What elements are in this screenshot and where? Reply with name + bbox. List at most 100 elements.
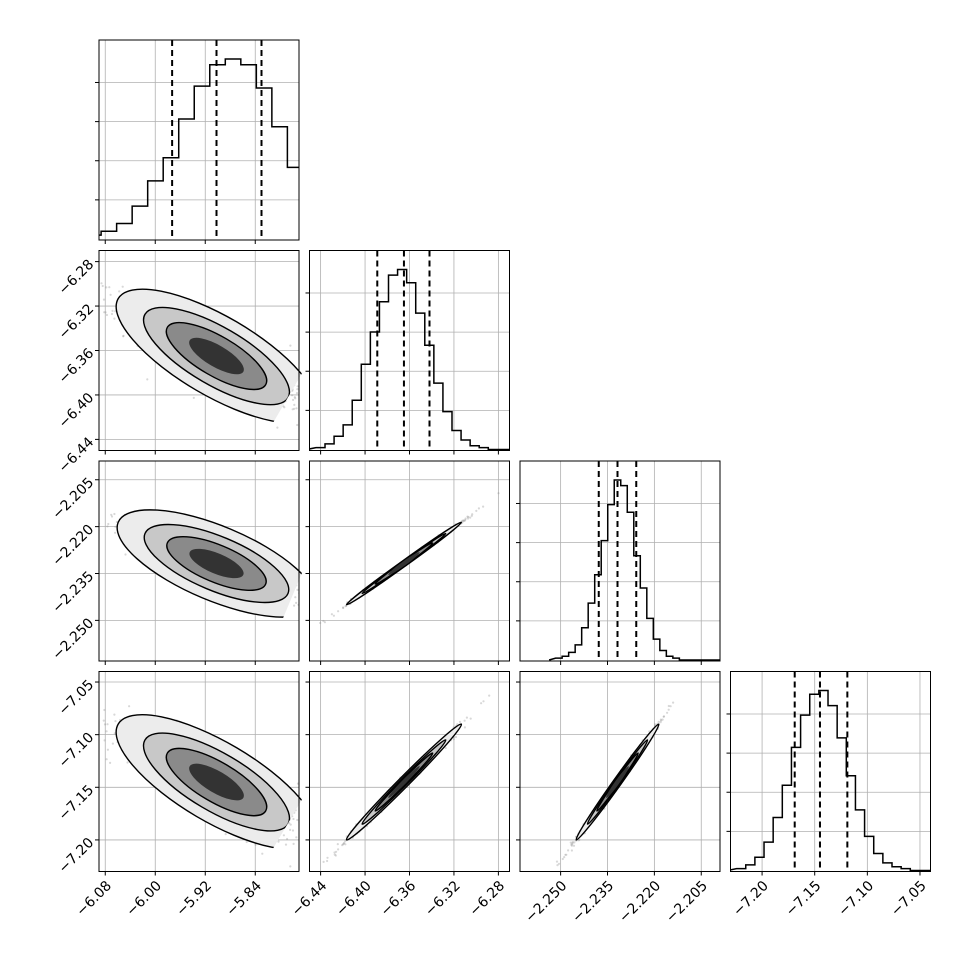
scatter-panel-3-2 [516,671,721,876]
scatter-point [318,601,320,603]
scatter-point [333,851,336,854]
scatter-point [118,290,121,293]
scatter-point [105,758,108,761]
scatter-panel-2-1 [305,460,510,665]
scatter-point [104,311,107,314]
scatter-point [312,376,314,378]
scatter-point [477,507,480,510]
scatter-point [66,719,68,721]
scatter-point [444,746,447,750]
scatter-point [107,522,110,526]
scatter-point [103,708,106,712]
scatter-point [276,426,279,429]
density-contour [189,548,244,579]
hist-panel-1 [305,250,510,455]
scatter-point [96,521,98,523]
scatter-point [359,609,361,611]
scatter-point [299,408,301,410]
scatter-point [82,517,84,519]
scatter-point [303,585,305,587]
scatter-point [333,836,335,838]
scatter-point [467,515,470,519]
density-contour [189,337,244,375]
scatter-point [92,730,94,732]
scatter-point [277,840,280,843]
scatter-point [103,311,106,314]
scatter-point [224,833,227,836]
scatter-point [111,742,114,745]
scatter-point [463,726,466,729]
scatter-point [113,713,116,716]
scatter-point [103,723,107,726]
scatter-point [106,723,109,726]
scatter-point [329,853,331,855]
scatter-point [315,405,317,407]
panel-frame [98,460,300,662]
scatter-point [105,286,108,289]
scatter-point [306,842,308,844]
scatter-point [300,410,302,412]
scatter-point [109,761,112,765]
scatter-point [307,600,309,602]
scatter-point [315,600,317,602]
scatter-point [482,700,485,703]
scatter-point [333,853,336,856]
scatter-point [109,293,112,296]
scatter-point [296,818,299,822]
scatter-point [334,854,337,857]
scatter-point [337,610,340,613]
scatter-point [319,621,322,625]
scatter-point [335,850,338,853]
scatter-point [318,820,320,822]
scatter-point [488,694,491,697]
scatter-point [342,843,345,846]
scatter-point [465,716,468,719]
scatter-point [332,868,334,870]
scatter-point [322,619,325,623]
scatter-point [322,860,325,864]
scatter-point [557,862,561,865]
scatter-point [301,584,303,586]
scatter-point [326,859,329,863]
scatter-point [471,513,474,516]
scatter-point [318,611,320,613]
scatter-point [310,806,312,808]
scatter-point [282,834,285,837]
scatter-point [192,396,195,399]
scatter-point [254,843,257,846]
scatter-point [302,388,304,390]
scatter-point [294,596,297,599]
scatter-point [561,857,564,861]
scatter-point [114,531,117,534]
hist-step [309,268,510,451]
scatter-point [299,822,301,824]
scatter-point [303,830,305,832]
scatter-point [657,720,660,723]
scatter-point [315,401,317,403]
scatter-point [463,719,466,722]
scatter-point [295,407,298,410]
scatter-point [261,852,264,855]
scatter-point [296,423,299,427]
panel-frame [519,460,721,662]
scatter-point [110,513,113,516]
hist-panel-0 [95,39,300,244]
scatter-point [110,312,114,316]
scatter-point [466,515,469,518]
scatter-point [480,702,483,705]
panel-frame [98,671,300,872]
scatter-point [289,828,292,832]
scatter-point [466,517,470,520]
scatter-point [114,720,117,723]
scatter-point [469,516,472,519]
scatter-point [475,509,478,512]
scatter-point [569,841,572,844]
scatter-point [322,832,324,834]
scatter-point [295,601,298,605]
scatter-point [113,317,116,320]
scatter-point [102,719,105,722]
scatter-point [330,603,332,605]
scatter-point [318,596,320,598]
scatter-point [309,879,311,881]
scatter-point [464,518,467,522]
